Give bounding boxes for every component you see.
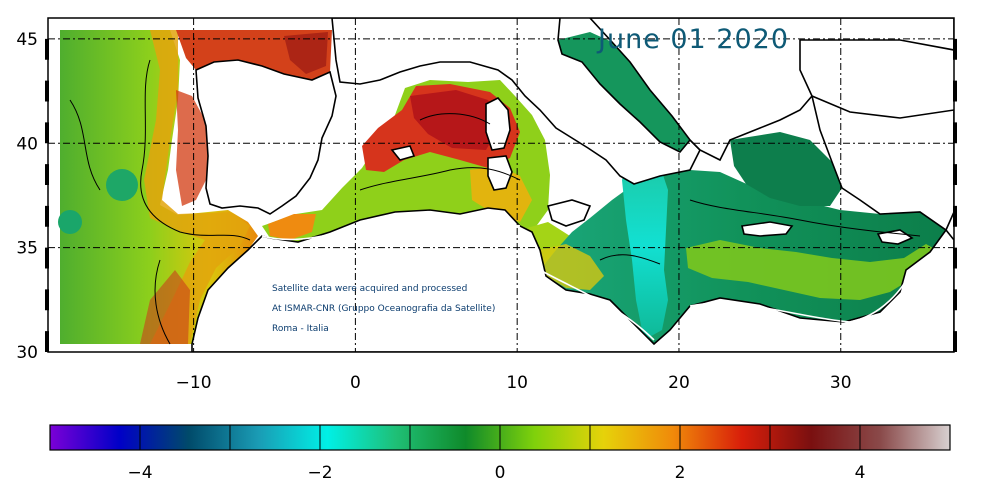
coast-outline-white [261, 215, 913, 341]
longitude-tick-label: 30 [830, 373, 852, 393]
cyprus-land [876, 229, 914, 245]
credit-line-3: Roma - Italia [272, 324, 329, 334]
aegean-anomaly [730, 132, 842, 206]
frame-tick-right [953, 247, 957, 269]
colorbar-tick-label: −4 [127, 463, 152, 483]
longitude-tick-label: −10 [176, 373, 212, 393]
black-sea-anomaly [800, 40, 954, 118]
frame-tick-left [45, 38, 49, 60]
frame-tick-right [953, 289, 957, 311]
frame-tick-right [953, 38, 957, 60]
iberia-upwelling-warm [176, 90, 208, 206]
atlantic-warm-band [144, 30, 250, 344]
iberia-land [195, 59, 337, 215]
anomaly-field [58, 30, 954, 344]
credit-line-1: Satellite data were acquired and process… [272, 284, 467, 294]
longitude-tick-label: 10 [506, 373, 528, 393]
latitude-tick-label: 40 [16, 134, 38, 154]
latitude-tick-label: 35 [16, 239, 38, 259]
sicily-land [547, 199, 592, 227]
frame-tick-left [45, 289, 49, 311]
colorbar-tick-label: 2 [675, 463, 686, 483]
biscay-hot-core [284, 32, 328, 74]
frame-tick-right [953, 164, 957, 185]
contour-east-med [599, 199, 921, 265]
france-italy-land [331, 18, 701, 185]
credit-block: Satellite data were acquired and process… [272, 284, 495, 334]
colorbar-frame [49, 424, 951, 451]
colorbar-tick-label: 0 [495, 463, 506, 483]
ionian-cold-tongue [622, 150, 668, 340]
western-med-hot-spot [410, 90, 502, 150]
contour-west-med [359, 113, 521, 191]
land-mask [191, 18, 954, 352]
adriatic-anomaly [558, 32, 690, 152]
longitude-tick-label: 0 [350, 373, 361, 393]
crete-land [741, 221, 794, 237]
cool-patch-azores [106, 169, 138, 201]
frame-tick-right [953, 80, 957, 102]
map-date-label: June 01 2020 [596, 24, 789, 55]
frame-tick-left [45, 247, 49, 269]
colorbar-tick-labels: −4 −2 0 2 4 [127, 463, 865, 483]
levantine-warm-band [686, 240, 940, 300]
colorbar-tick-label: −2 [307, 463, 332, 483]
canary-warm-band [140, 270, 190, 344]
credit-line-2: At ISMAR-CNR (Gruppo Oceanografia da Sat… [272, 304, 495, 314]
frame-tick-right [953, 331, 957, 352]
latitude-tick-label: 45 [16, 30, 38, 50]
frame-tick-right [953, 122, 957, 144]
frame-ticks [45, 38, 957, 352]
frame-tick-left [45, 205, 49, 227]
colorbar [50, 425, 950, 450]
corsica-sardinia-land [485, 97, 513, 191]
cool-patch-west [58, 210, 82, 234]
anatolia-land [810, 94, 954, 232]
longitude-tick-labels: −10 0 10 20 30 [176, 373, 852, 393]
contour-lines [69, 59, 921, 345]
frame-tick-left [45, 331, 49, 352]
latitude-tick-labels: 30 35 40 45 [16, 30, 38, 363]
contour-atlantic [69, 59, 251, 345]
frame-tick-left [45, 80, 49, 102]
balkans-land [588, 18, 954, 162]
colorbar-tick-label: 4 [855, 463, 866, 483]
frame-tick-left [45, 164, 49, 185]
alboran-warm [268, 214, 316, 240]
balearic-land [390, 145, 416, 161]
frame-tick-right [953, 205, 957, 227]
latitude-tick-label: 30 [16, 343, 38, 363]
longitude-tick-label: 20 [668, 373, 690, 393]
frame-tick-left [45, 122, 49, 144]
